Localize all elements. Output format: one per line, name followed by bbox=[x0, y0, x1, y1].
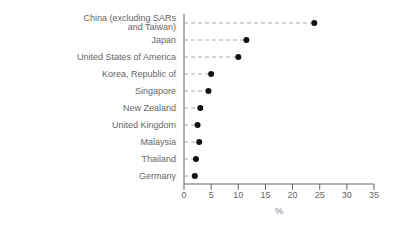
svg-text:China (excluding SARsand Taiwa: China (excluding SARsand Taiwan) bbox=[83, 13, 176, 32]
svg-text:5: 5 bbox=[209, 190, 214, 200]
svg-text:Malaysia: Malaysia bbox=[140, 137, 176, 147]
svg-text:New Zealand: New Zealand bbox=[123, 103, 176, 113]
svg-text:%: % bbox=[275, 206, 283, 216]
svg-text:30: 30 bbox=[342, 190, 352, 200]
svg-text:25: 25 bbox=[315, 190, 325, 200]
svg-text:United Kingdom: United Kingdom bbox=[112, 120, 176, 130]
svg-text:Thailand: Thailand bbox=[141, 154, 176, 164]
svg-text:35: 35 bbox=[369, 190, 379, 200]
svg-text:Korea, Republic of: Korea, Republic of bbox=[102, 69, 177, 79]
svg-text:0: 0 bbox=[181, 190, 186, 200]
svg-text:Germany: Germany bbox=[139, 171, 177, 181]
svg-text:15: 15 bbox=[260, 190, 270, 200]
svg-text:20: 20 bbox=[288, 190, 298, 200]
svg-text:Singapore: Singapore bbox=[135, 86, 176, 96]
svg-text:United States of America: United States of America bbox=[77, 52, 176, 62]
svg-text:Japan: Japan bbox=[151, 35, 176, 45]
svg-text:10: 10 bbox=[233, 190, 243, 200]
